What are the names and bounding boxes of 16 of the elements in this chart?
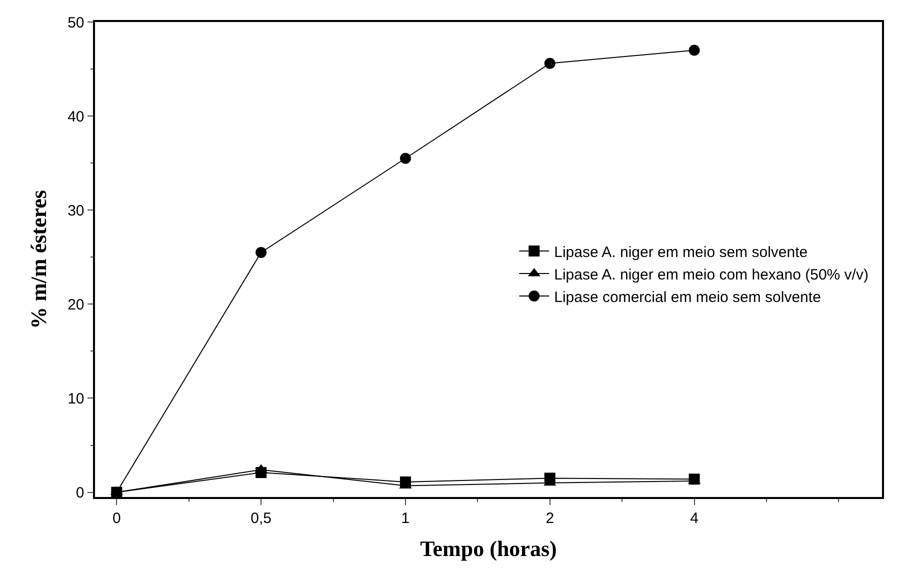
- y-tick-label: 0: [76, 484, 84, 502]
- y-tick-label: 10: [68, 390, 84, 408]
- x-tick-label: 0: [112, 510, 121, 527]
- x-tick-label: 2: [546, 510, 554, 527]
- x-tick-label: 4: [690, 510, 698, 527]
- x-tick-label: 1: [401, 510, 410, 527]
- y-tick-label: 50: [68, 14, 84, 32]
- x-axis-title: Tempo (horas): [420, 536, 557, 562]
- y-tick-label: 30: [68, 202, 84, 220]
- x-tick-label: 0,5: [250, 510, 272, 527]
- legend-label: Lipase comercial em meio sem solvente: [554, 288, 821, 306]
- y-axis-title: % m/m ésteres: [26, 190, 51, 329]
- y-tick-label: 20: [68, 296, 84, 314]
- y-tick-label: 40: [68, 108, 84, 126]
- legend-label: Lipase A. niger em meio com hexano (50% v/v): [554, 266, 868, 284]
- legend-label: Lipase A. niger em meio sem solvente: [554, 244, 808, 261]
